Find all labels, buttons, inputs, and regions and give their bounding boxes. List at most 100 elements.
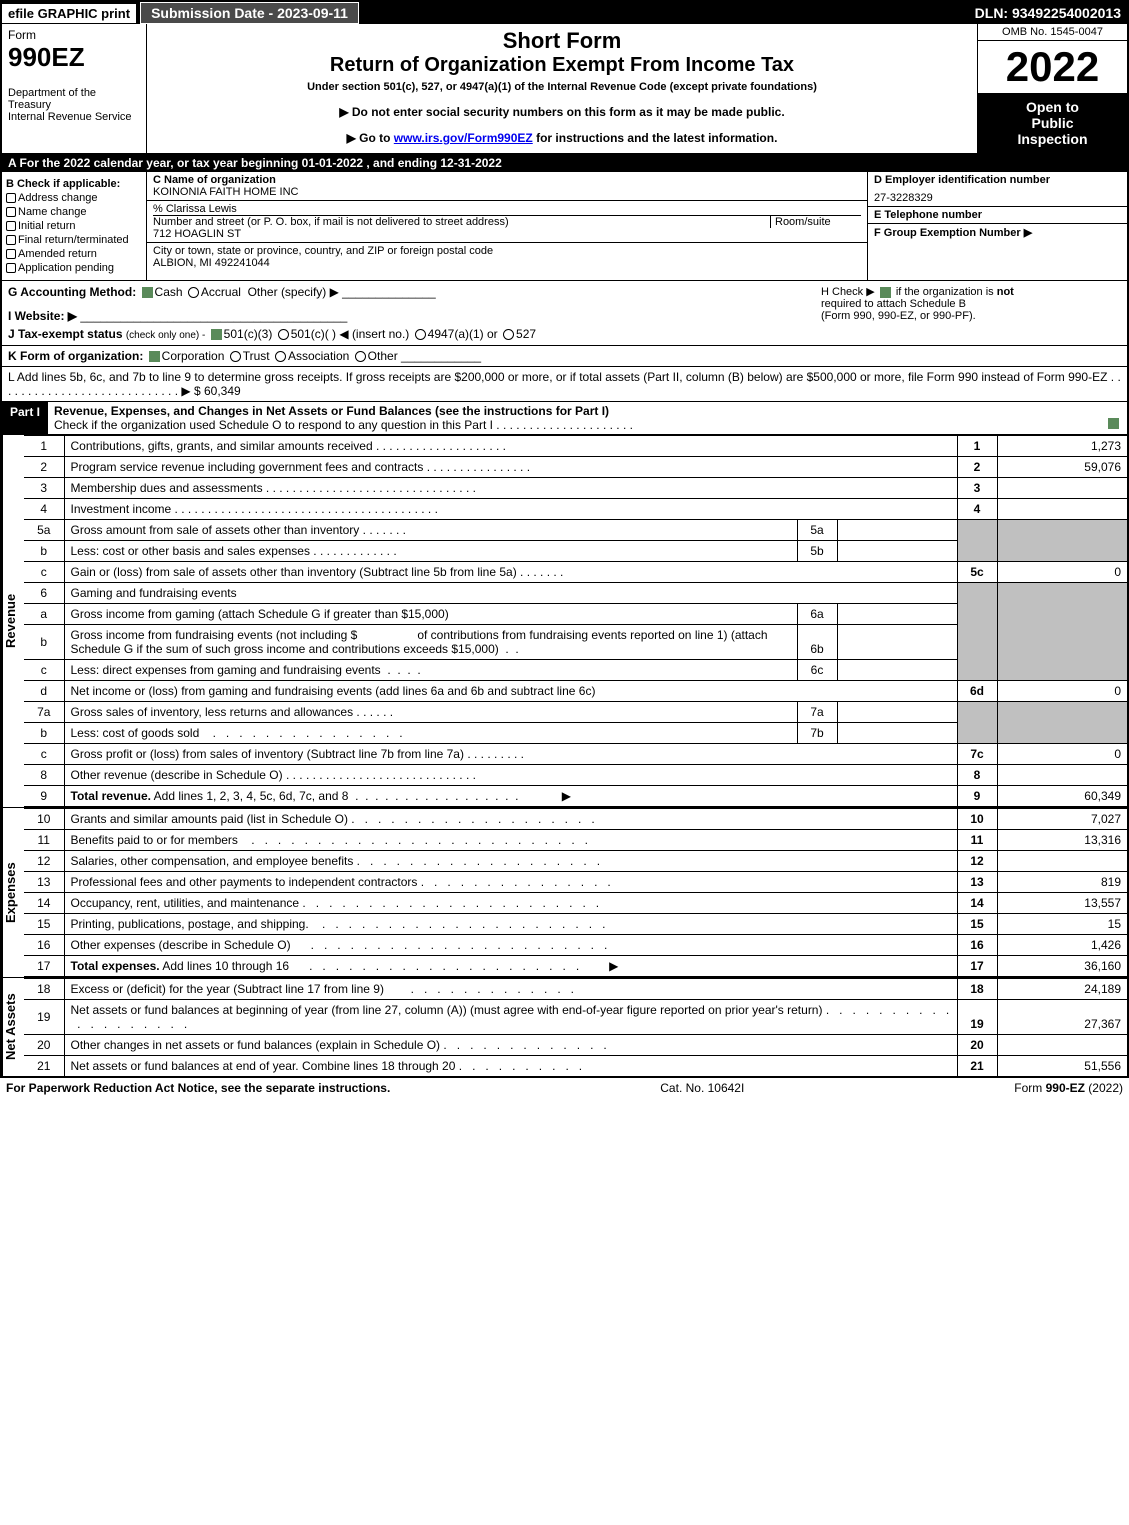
care-of: % Clarissa Lewis bbox=[153, 203, 861, 215]
chk-schedule-o[interactable] bbox=[1108, 418, 1119, 429]
tax-year: 2022 bbox=[978, 41, 1127, 93]
h-text4: (Form 990, 990-EZ, or 990-PF). bbox=[821, 310, 976, 322]
chk-501c3[interactable] bbox=[211, 329, 222, 340]
h-text3: required to attach Schedule B bbox=[821, 298, 966, 310]
l19-rv: 27,367 bbox=[997, 1000, 1127, 1035]
l7a-mv bbox=[837, 702, 957, 723]
section-c: C Name of organization KOINONIA FAITH HO… bbox=[147, 172, 867, 280]
label-j: J Tax-exempt status bbox=[8, 327, 123, 341]
chk-name[interactable] bbox=[6, 207, 16, 217]
l2-num: 2 bbox=[24, 457, 64, 478]
label-k: K Form of organization: bbox=[8, 349, 143, 363]
label-street: Number and street (or P. O. box, if mail… bbox=[153, 215, 771, 228]
l4-num: 4 bbox=[24, 499, 64, 520]
h-text2: if the organization is bbox=[896, 286, 997, 298]
label-room: Room/suite bbox=[771, 215, 861, 228]
l18-rv: 24,189 bbox=[997, 979, 1127, 1000]
revenue-section: Revenue 1Contributions, gifts, grants, a… bbox=[2, 435, 1127, 808]
l10-num: 10 bbox=[24, 809, 64, 830]
l1-desc: Contributions, gifts, grants, and simila… bbox=[71, 439, 373, 453]
l10-rv: 7,027 bbox=[997, 809, 1127, 830]
ssn-warning: ▶ Do not enter social security numbers o… bbox=[155, 105, 969, 119]
l13-rn: 13 bbox=[957, 872, 997, 893]
l14-rn: 14 bbox=[957, 893, 997, 914]
l16-num: 16 bbox=[24, 935, 64, 956]
label-g: G Accounting Method: bbox=[8, 285, 136, 299]
label-group: F Group Exemption Number ▶ bbox=[874, 226, 1121, 239]
section-b-heading: B Check if applicable: bbox=[6, 178, 142, 190]
part1-check: Check if the organization used Schedule … bbox=[54, 418, 493, 432]
l3-num: 3 bbox=[24, 478, 64, 499]
l20-rv bbox=[997, 1035, 1127, 1056]
l7b-desc: Less: cost of goods sold bbox=[71, 726, 200, 740]
opt-assoc: Association bbox=[288, 349, 349, 363]
l3-rn: 3 bbox=[957, 478, 997, 499]
chk-cash[interactable] bbox=[142, 287, 153, 298]
chk-initial[interactable] bbox=[6, 221, 16, 231]
dln-label: DLN: 93492254002013 bbox=[969, 3, 1127, 23]
l6c-desc: Less: direct expenses from gaming and fu… bbox=[71, 663, 381, 677]
chk-assoc[interactable] bbox=[275, 351, 286, 362]
chk-h[interactable] bbox=[880, 287, 891, 298]
info-grid: B Check if applicable: Address change Na… bbox=[2, 172, 1127, 281]
chk-pending[interactable] bbox=[6, 263, 16, 273]
chk-amended[interactable] bbox=[6, 249, 16, 259]
l17-rv: 36,160 bbox=[997, 956, 1127, 977]
l6d-num: d bbox=[24, 681, 64, 702]
opt-other: Other (specify) ▶ bbox=[248, 285, 339, 299]
l6a-mn: 6a bbox=[797, 604, 837, 625]
l16-rv: 1,426 bbox=[997, 935, 1127, 956]
l6c-num: c bbox=[24, 660, 64, 681]
l20-num: 20 bbox=[24, 1035, 64, 1056]
chk-address[interactable] bbox=[6, 193, 16, 203]
label-phone: E Telephone number bbox=[874, 209, 1121, 221]
opt-pending: Application pending bbox=[18, 262, 114, 274]
form-990ez: efile GRAPHIC print Submission Date - 20… bbox=[0, 0, 1129, 1078]
open-line3: Inspection bbox=[982, 131, 1123, 147]
l19-num: 19 bbox=[24, 1000, 64, 1035]
l5c-rv: 0 bbox=[997, 562, 1127, 583]
irs-link[interactable]: www.irs.gov/Form990EZ bbox=[394, 131, 533, 145]
l11-desc: Benefits paid to or for members bbox=[71, 833, 238, 847]
footer-center: Cat. No. 10642I bbox=[660, 1081, 744, 1095]
chk-501c[interactable] bbox=[278, 329, 289, 340]
goto-pre: ▶ Go to bbox=[347, 131, 394, 145]
opt-cash: Cash bbox=[155, 285, 183, 299]
opt-name: Name change bbox=[18, 206, 87, 218]
l7b-mn: 7b bbox=[797, 723, 837, 744]
l6d-rv: 0 bbox=[997, 681, 1127, 702]
top-bar: efile GRAPHIC print Submission Date - 20… bbox=[2, 2, 1127, 24]
l7c-rv: 0 bbox=[997, 744, 1127, 765]
opt-initial: Initial return bbox=[18, 220, 75, 232]
opt-address: Address change bbox=[18, 192, 98, 204]
l6b-d1: Gross income from fundraising events (no… bbox=[71, 628, 358, 642]
goto-post: for instructions and the latest informat… bbox=[533, 131, 778, 145]
part1-title: Revenue, Expenses, and Changes in Net As… bbox=[54, 404, 609, 418]
section-l: L Add lines 5b, 6c, and 7b to line 9 to … bbox=[2, 367, 1127, 402]
l-value: 60,349 bbox=[204, 384, 241, 398]
form-header: Form 990EZ Department of the Treasury In… bbox=[2, 24, 1127, 154]
opt-4947: 4947(a)(1) or bbox=[428, 327, 498, 341]
opt-527: 527 bbox=[516, 327, 536, 341]
chk-527[interactable] bbox=[503, 329, 514, 340]
chk-accrual[interactable] bbox=[188, 287, 199, 298]
l11-rv: 13,316 bbox=[997, 830, 1127, 851]
section-def: D Employer identification number 27-3228… bbox=[867, 172, 1127, 280]
chk-trust[interactable] bbox=[230, 351, 241, 362]
l7a-num: 7a bbox=[24, 702, 64, 723]
l13-rv: 819 bbox=[997, 872, 1127, 893]
chk-final[interactable] bbox=[6, 235, 16, 245]
l21-rn: 21 bbox=[957, 1056, 997, 1077]
l6-num: 6 bbox=[24, 583, 64, 604]
l10-rn: 10 bbox=[957, 809, 997, 830]
l12-num: 12 bbox=[24, 851, 64, 872]
chk-other-org[interactable] bbox=[355, 351, 366, 362]
l5a-desc: Gross amount from sale of assets other t… bbox=[71, 523, 360, 537]
chk-4947[interactable] bbox=[415, 329, 426, 340]
l17-rn: 17 bbox=[957, 956, 997, 977]
l7a-mn: 7a bbox=[797, 702, 837, 723]
l15-num: 15 bbox=[24, 914, 64, 935]
footer-right: Form 990-EZ (2022) bbox=[1014, 1081, 1123, 1095]
chk-corp[interactable] bbox=[149, 351, 160, 362]
l21-num: 21 bbox=[24, 1056, 64, 1077]
